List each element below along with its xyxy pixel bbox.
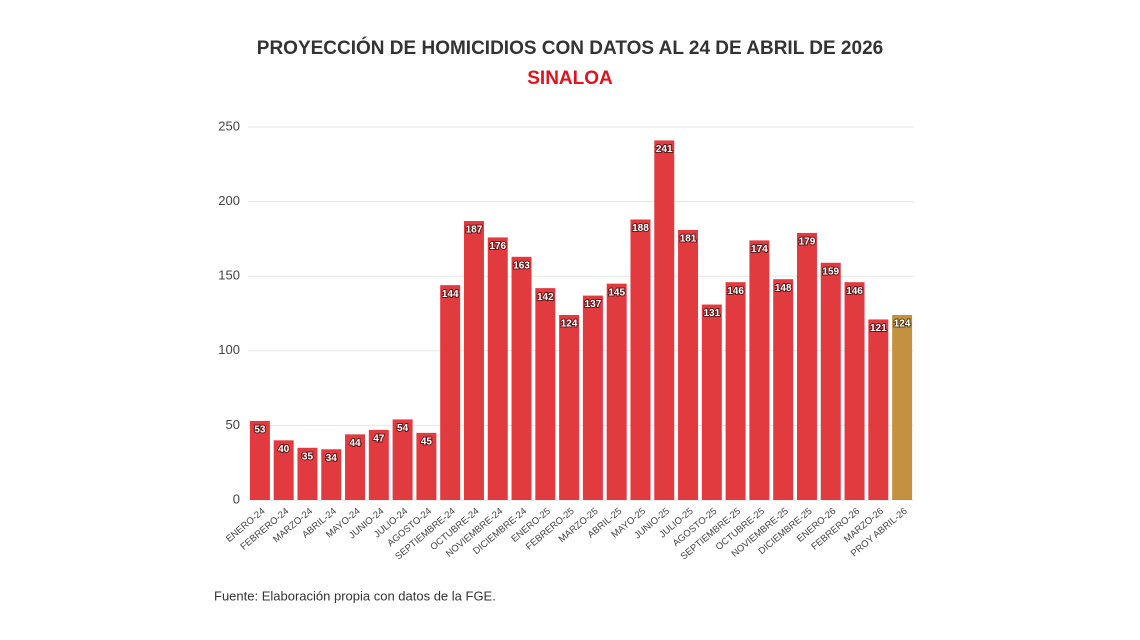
bar bbox=[463, 220, 484, 500]
value-label: 53 bbox=[254, 425, 266, 436]
value-label: 179 bbox=[799, 237, 816, 248]
bar bbox=[559, 314, 580, 500]
value-label: 54 bbox=[397, 423, 409, 434]
y-tick-label: 150 bbox=[218, 268, 240, 283]
bar bbox=[630, 219, 651, 500]
value-label: 131 bbox=[703, 308, 720, 319]
bar bbox=[725, 282, 746, 500]
bar bbox=[416, 432, 437, 500]
source-note: Fuente: Elaboración propia con datos de … bbox=[214, 588, 496, 603]
y-tick-label: 100 bbox=[218, 342, 240, 357]
bar bbox=[321, 449, 342, 500]
bar bbox=[249, 420, 270, 500]
bar bbox=[654, 140, 675, 501]
value-label: 144 bbox=[442, 289, 459, 300]
bar bbox=[749, 240, 770, 500]
bar bbox=[511, 256, 532, 500]
bar bbox=[368, 429, 389, 500]
value-label: 124 bbox=[561, 319, 578, 330]
value-label: 163 bbox=[513, 260, 530, 271]
bar bbox=[773, 279, 794, 500]
value-label: 146 bbox=[846, 286, 863, 297]
value-label: 146 bbox=[727, 286, 744, 297]
value-label: 145 bbox=[608, 287, 625, 298]
value-label: 176 bbox=[489, 241, 506, 252]
bar bbox=[820, 262, 841, 500]
value-label: 241 bbox=[656, 144, 673, 155]
value-label: 188 bbox=[632, 223, 649, 234]
value-label: 187 bbox=[466, 225, 483, 236]
value-label: 44 bbox=[349, 438, 361, 449]
y-tick-label: 0 bbox=[233, 491, 240, 506]
value-label: 45 bbox=[421, 437, 433, 448]
value-label: 35 bbox=[302, 451, 314, 462]
value-label: 142 bbox=[537, 292, 554, 303]
bar bbox=[345, 434, 366, 500]
value-label: 174 bbox=[751, 244, 768, 255]
value-label: 159 bbox=[822, 266, 839, 277]
chart-subtitle: SINALOA bbox=[527, 68, 613, 89]
bar bbox=[273, 440, 294, 500]
bar bbox=[487, 237, 508, 500]
bar bbox=[796, 232, 817, 500]
value-label: 124 bbox=[894, 319, 911, 330]
bar bbox=[297, 447, 318, 500]
y-tick-label: 250 bbox=[218, 118, 240, 133]
bar bbox=[392, 419, 413, 500]
chart-title: PROYECCIÓN DE HOMICIDIOS CON DATOS AL 24… bbox=[257, 37, 883, 59]
bar bbox=[844, 282, 865, 500]
bar bbox=[678, 229, 699, 500]
value-label: 148 bbox=[775, 283, 792, 294]
bar bbox=[868, 319, 889, 500]
bar bbox=[582, 295, 603, 500]
value-label: 47 bbox=[373, 434, 385, 445]
value-label: 121 bbox=[870, 323, 887, 334]
bar bbox=[892, 314, 913, 500]
value-label: 137 bbox=[585, 299, 602, 310]
bar bbox=[606, 283, 627, 500]
y-tick-label: 50 bbox=[226, 417, 240, 432]
y-tick-label: 200 bbox=[218, 193, 240, 208]
bar bbox=[701, 304, 722, 500]
value-label: 40 bbox=[278, 444, 290, 455]
bar bbox=[535, 288, 556, 500]
bar bbox=[440, 285, 461, 500]
value-label: 181 bbox=[680, 234, 697, 245]
value-label: 34 bbox=[326, 453, 338, 464]
